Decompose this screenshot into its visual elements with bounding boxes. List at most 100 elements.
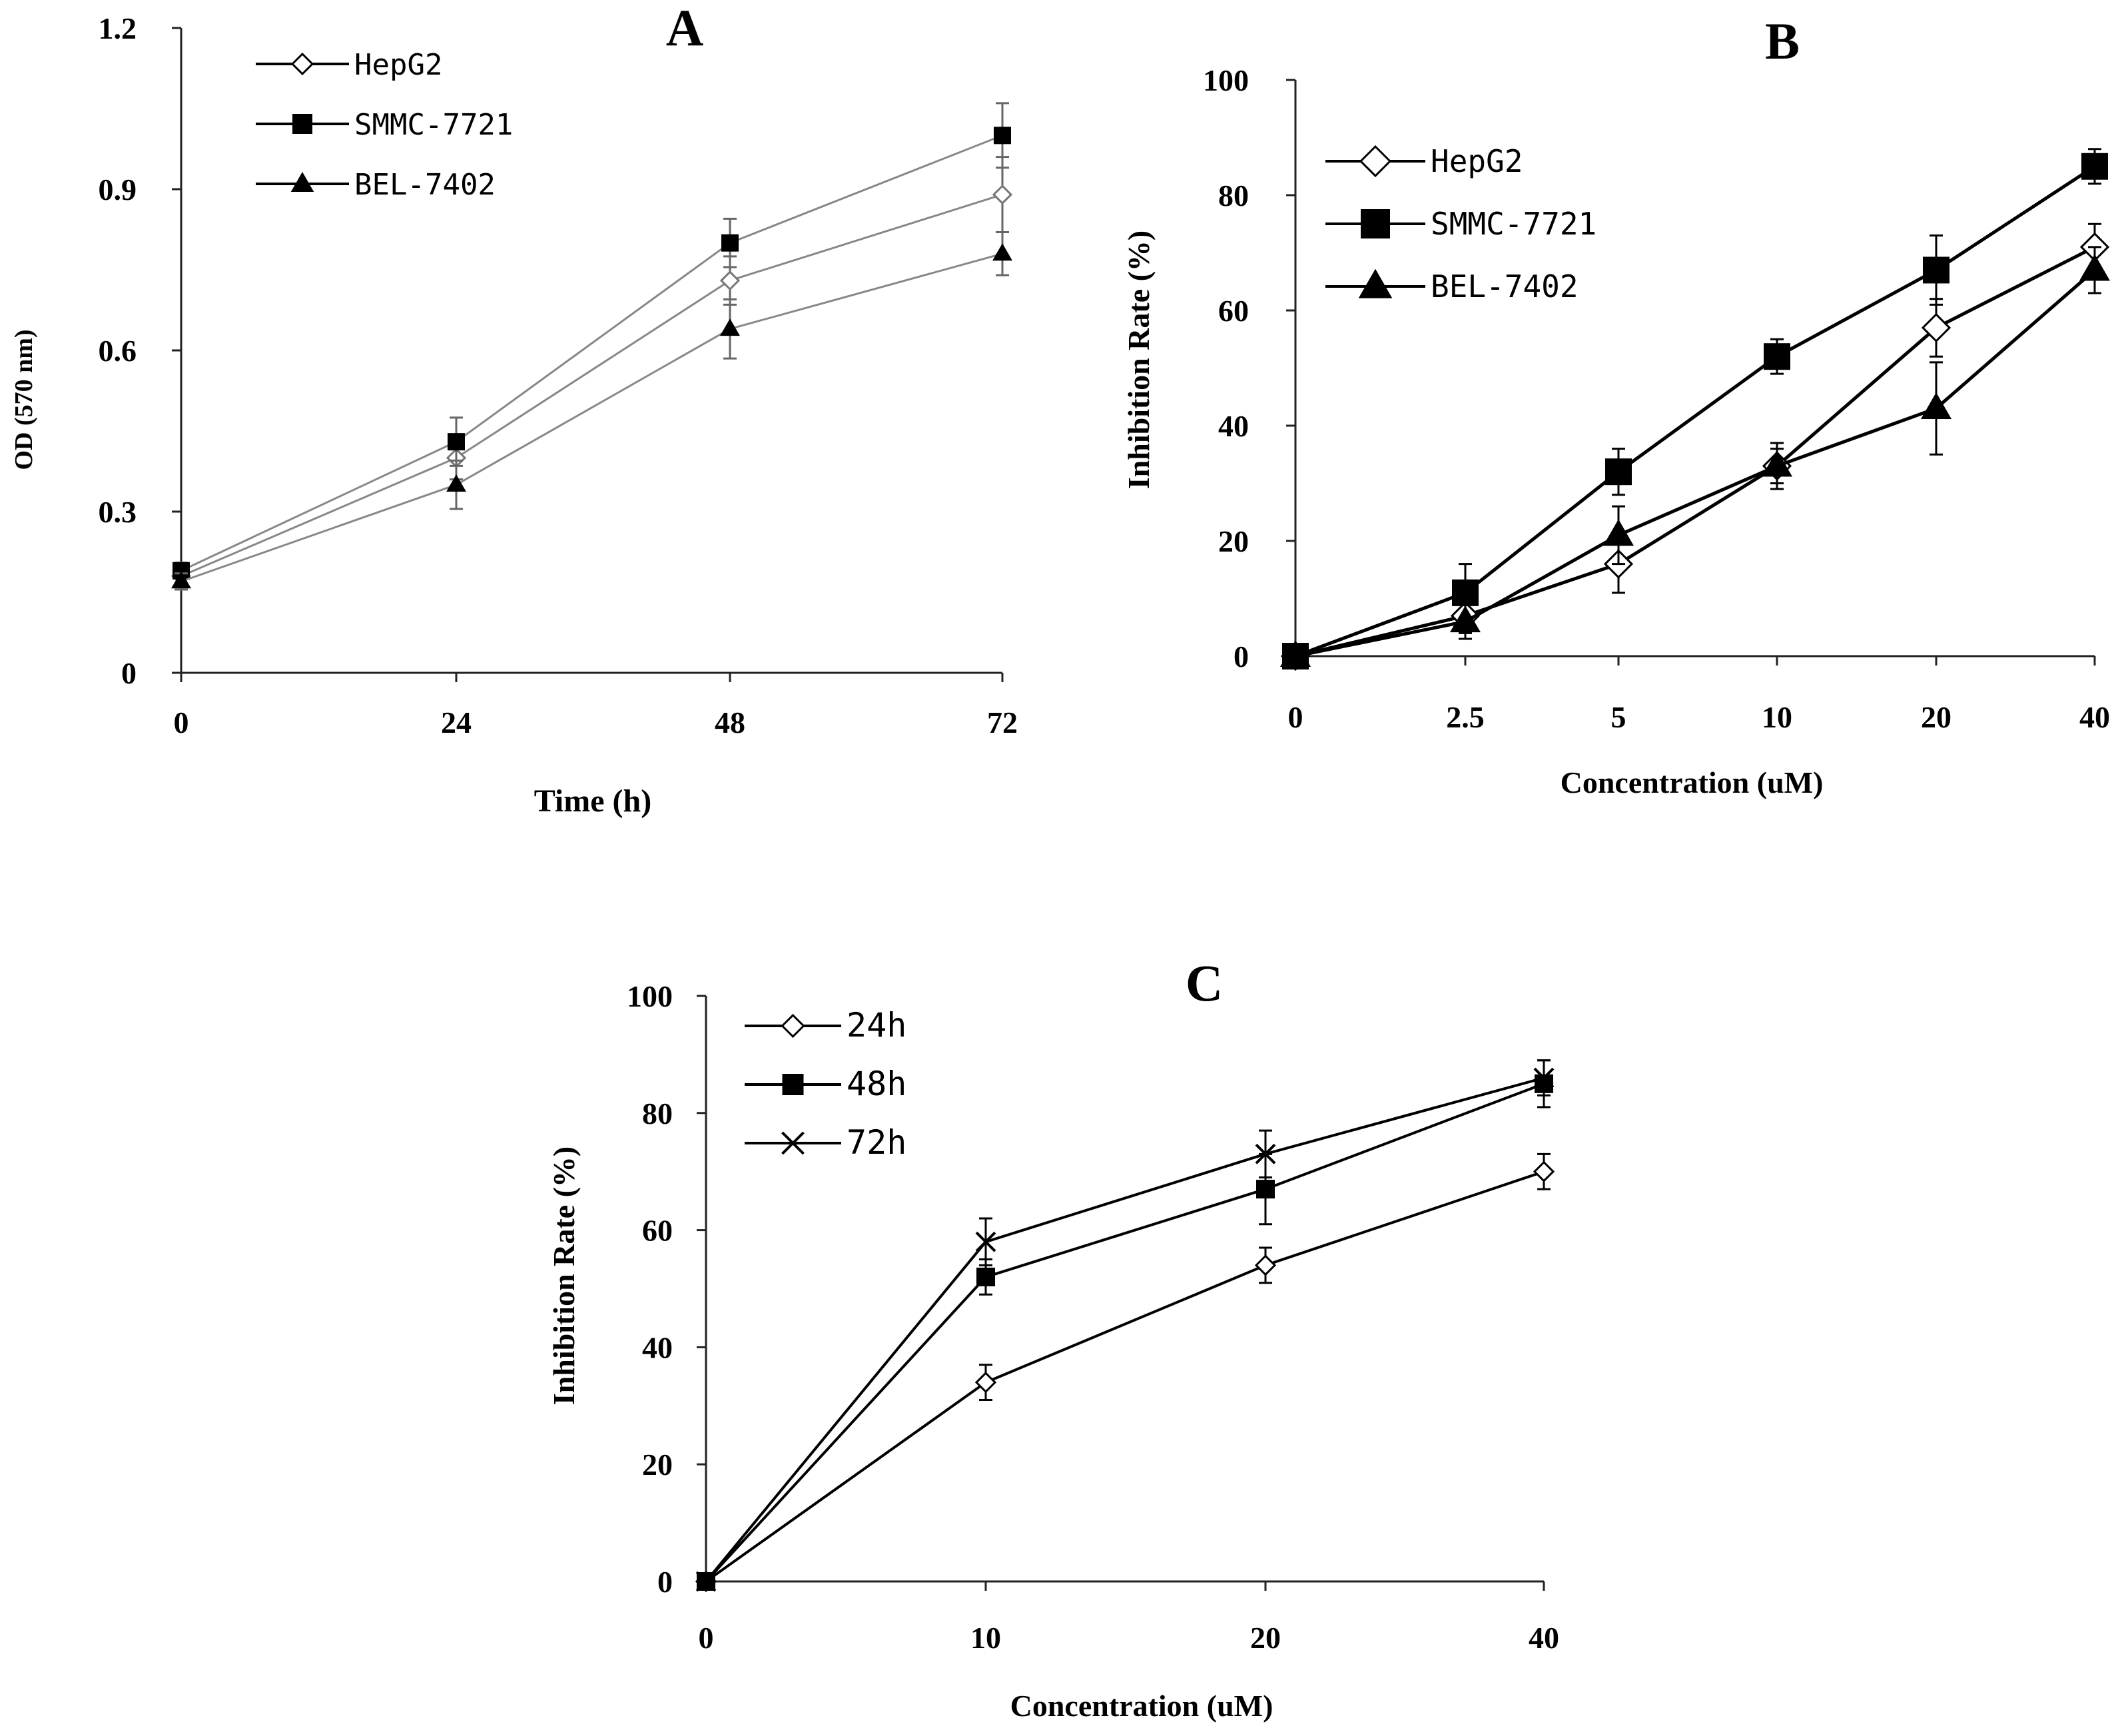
panel-c-y-tick-label: 80 (642, 1096, 673, 1130)
panel-b-x-tick-label: 20 (1921, 700, 1951, 734)
panel-c-legend-label: 24h (847, 1006, 906, 1045)
panel-c-series-line-24h (705, 1170, 1545, 1583)
panel-c-x-tick-label: 10 (970, 1621, 1001, 1655)
panel-b-x-tick-label: 40 (2079, 700, 2110, 734)
panel-b-legend-marker (1361, 209, 1390, 238)
panel-c-series-line-72h (705, 1077, 1545, 1583)
panel-b-x-axis-title: Concentration (uM) (1561, 765, 1824, 799)
panel-c-legend-label: 72h (847, 1123, 906, 1162)
panel-b-series-line-hepg2 (1295, 245, 2096, 658)
panel-a-y-tick-label: 0 (121, 656, 137, 690)
panel-a: A Time (h) OD (570 nm) 0 0.3 0.6 0.9 1.2 0 24 4… (10, 0, 1018, 819)
panel-c: C Concentration (uM) Inhibition Rate (%)… (547, 954, 1559, 1723)
panel-b-legend-label: BEL-7402 (1431, 268, 1579, 304)
panel-b-y-tick-label: 20 (1218, 524, 1249, 558)
panel-a-data-point (446, 474, 466, 492)
panel-b-legend-label: SMMC-7721 (1431, 206, 1596, 242)
panel-a-data-point (448, 433, 465, 451)
panel-a-data-point (992, 184, 1013, 205)
panel-a-x-axis-title: Time (h) (534, 783, 651, 819)
panel-b-data-point (1921, 392, 1951, 420)
panel-c-label: C (1186, 954, 1223, 1012)
panel-a-data-point (720, 318, 740, 336)
panel-a-legend-label: SMMC-7721 (354, 108, 513, 142)
panel-b-data-point (1605, 458, 1632, 486)
panel-b-x-tick-label: 2.5 (1446, 700, 1485, 734)
panel-b-data-point (1603, 519, 1634, 546)
panel-b-legend-marker (1359, 145, 1392, 178)
panel-c-x-tick-label: 20 (1250, 1621, 1281, 1655)
panel-c-data-point (1533, 1067, 1555, 1088)
panel-c-y-tick-label: 40 (642, 1330, 673, 1364)
panel-b-series-line-bel-7402 (1295, 268, 2096, 658)
panel-c-data-point (975, 1231, 996, 1252)
panel-b-data-point (1764, 343, 1790, 370)
panel-b-y-tick-label: 60 (1218, 294, 1249, 328)
panel-b-x-tick-label: 0 (1288, 700, 1303, 734)
panel-a-y-axis-title: OD (570 nm) (10, 329, 38, 470)
panel-b-x-tick-label: 10 (1762, 700, 1792, 734)
panel-b-data-point (1452, 579, 1479, 606)
panel-b-legend-marker (1358, 268, 1393, 298)
panel-a-x-tick-label: 72 (987, 705, 1018, 739)
panel-a-data-point (721, 234, 739, 252)
panel-a-data-point (719, 270, 741, 291)
panel-b-y-tick-label: 0 (1234, 640, 1249, 673)
panel-a-legend-marker (290, 52, 314, 76)
panel-a-label: A (666, 0, 703, 57)
panel-b-data-point (2079, 254, 2110, 281)
panel-b-data-point (2081, 153, 2108, 180)
panel-b-data-point (1280, 640, 1311, 667)
panel-c-y-axis-title: Inhibition Rate (%) (547, 1146, 581, 1405)
panel-c-legend-marker (781, 1013, 805, 1039)
panel-b-x-tick-label: 5 (1611, 700, 1626, 734)
panel-c-y-tick-label: 0 (657, 1565, 673, 1599)
panel-a-y-tick-label: 1.2 (99, 11, 137, 45)
panel-c-data-point (976, 1267, 995, 1286)
panel-c-legend-label: 48h (847, 1065, 906, 1103)
panel-a-series-line-hepg2 (180, 193, 1003, 578)
panel-c-series-line-48h (705, 1082, 1545, 1583)
panel-c-data-point (1255, 1143, 1276, 1164)
panel-c-legend-marker (782, 1074, 804, 1095)
panel-b-label: B (1765, 12, 1800, 70)
panel-c-data-point (1254, 1254, 1277, 1276)
panel-c-data-point (1256, 1180, 1275, 1199)
panel-c-y-tick-label: 100 (627, 979, 673, 1013)
panel-b-data-point (1762, 450, 1792, 477)
panel-a-y-tick-label: 0.9 (99, 173, 137, 207)
panel-c-x-tick-label: 40 (1529, 1621, 1559, 1655)
panel-a-legend-label: BEL-7402 (354, 168, 496, 202)
panel-b-series-line-smmc-7721 (1295, 165, 2096, 658)
panel-c-data-point (695, 1571, 717, 1592)
panel-c-legend-marker (781, 1131, 805, 1155)
panel-c-x-axis-title: Concentration (uM) (1010, 1689, 1273, 1723)
panel-c-y-tick-label: 20 (642, 1448, 673, 1482)
panel-a-legend-label: HepG2 (354, 48, 442, 82)
panel-a-series-line-bel-7402 (180, 252, 1003, 583)
panel-a-data-point (992, 243, 1012, 261)
panel-b-data-point (1921, 312, 1951, 343)
panel-b: B Concentration (uM) Inhibition Rate (%)… (1122, 12, 2110, 799)
panel-b-data-point (1450, 606, 1481, 633)
panel-b-y-tick-label: 40 (1218, 409, 1249, 443)
panel-b-y-tick-label: 100 (1203, 63, 1249, 97)
panel-c-data-point (974, 1372, 997, 1394)
panel-b-y-tick-label: 80 (1218, 179, 1249, 213)
panel-a-data-point (994, 127, 1011, 145)
panel-a-y-tick-label: 0.3 (99, 495, 137, 529)
panel-a-legend-marker (292, 114, 312, 134)
panel-a-data-point (171, 571, 191, 589)
panel-a-y-tick-label: 0.6 (99, 334, 137, 368)
panel-a-x-tick-label: 24 (441, 705, 472, 739)
panel-c-y-tick-label: 60 (642, 1214, 673, 1248)
panel-b-y-axis-title: Inhibition Rate (%) (1122, 230, 1156, 489)
panel-b-legend-label: HepG2 (1431, 143, 1523, 179)
panel-a-legend-marker (290, 172, 314, 192)
panel-c-data-point (1533, 1160, 1555, 1182)
panel-c-x-tick-label: 0 (699, 1621, 714, 1655)
panel-a-series-line-smmc-7721 (180, 134, 1003, 572)
panel-a-x-tick-label: 0 (174, 705, 189, 739)
